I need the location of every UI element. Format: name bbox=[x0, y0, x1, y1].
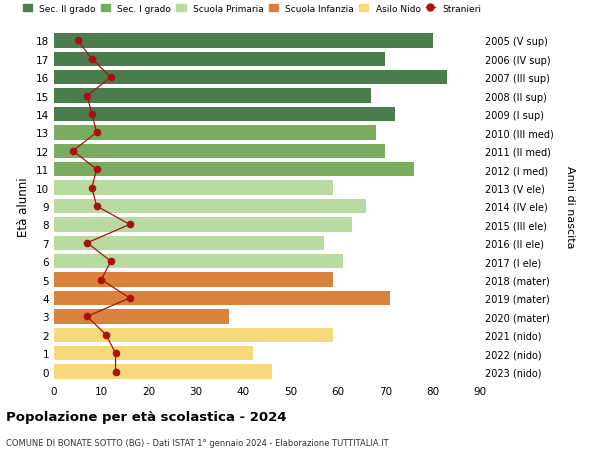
Bar bbox=[54, 273, 333, 287]
Bar bbox=[54, 236, 324, 251]
Bar bbox=[54, 309, 229, 324]
Bar bbox=[54, 144, 385, 159]
Bar bbox=[54, 364, 272, 379]
Bar bbox=[54, 126, 376, 140]
Bar bbox=[54, 107, 395, 122]
Text: COMUNE DI BONATE SOTTO (BG) - Dati ISTAT 1° gennaio 2024 - Elaborazione TUTTITAL: COMUNE DI BONATE SOTTO (BG) - Dati ISTAT… bbox=[6, 438, 389, 447]
Bar bbox=[54, 71, 447, 85]
Bar bbox=[54, 218, 352, 232]
Bar bbox=[54, 162, 414, 177]
Y-axis label: Anni di nascita: Anni di nascita bbox=[565, 165, 575, 248]
Bar bbox=[54, 346, 253, 361]
Text: Popolazione per età scolastica - 2024: Popolazione per età scolastica - 2024 bbox=[6, 410, 287, 423]
Bar bbox=[54, 34, 433, 49]
Bar bbox=[54, 89, 371, 104]
Legend: Sec. II grado, Sec. I grado, Scuola Primaria, Scuola Infanzia, Asilo Nido, Stran: Sec. II grado, Sec. I grado, Scuola Prim… bbox=[23, 5, 481, 13]
Bar bbox=[54, 328, 333, 342]
Bar bbox=[54, 291, 390, 306]
Bar bbox=[54, 254, 343, 269]
Bar bbox=[54, 52, 385, 67]
Bar bbox=[54, 199, 367, 214]
Bar bbox=[54, 181, 333, 196]
Y-axis label: Età alunni: Età alunni bbox=[17, 177, 31, 236]
